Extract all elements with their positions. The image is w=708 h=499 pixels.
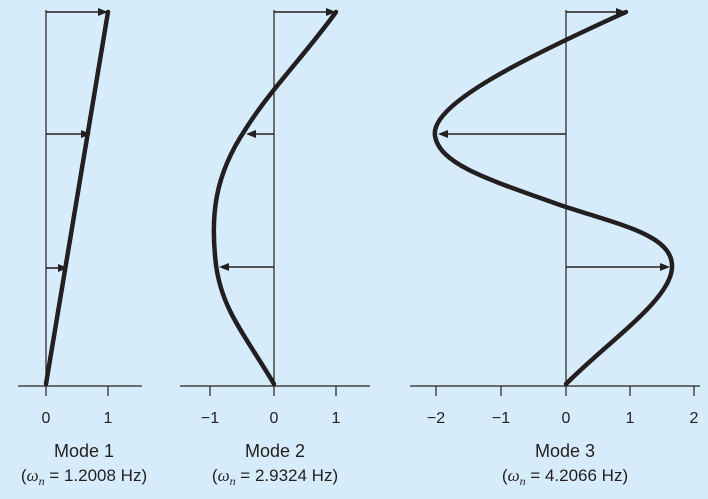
- mode-2-frequency: (ωn = 2.9324 Hz): [212, 466, 338, 488]
- mode-1-panel: 0 1 Mode 1 (ωn = 1.2008 Hz): [18, 8, 147, 488]
- mode-3-tick-label-neg1: −1: [492, 410, 510, 427]
- mode-1-title: Mode 1: [54, 441, 114, 461]
- mode-2-panel: −1 0 1 Mode 2 (ωn = 2.9324 Hz): [180, 8, 370, 488]
- mode-3-tick-label-1: 1: [626, 410, 635, 427]
- mode-2-shape-curve: [211, 9, 339, 387]
- mode-1-tick-label-0: 0: [42, 410, 51, 427]
- mode-3-arrowhead-mid-upper: [438, 130, 448, 138]
- mode-3-panel: −2 −1 0 1 2 Mode 3 (ωn = 4.2066 Hz): [410, 8, 700, 488]
- mode-1-arrowhead-mid-upper: [81, 130, 91, 138]
- mode-1-arrowhead-mid-lower: [58, 264, 68, 272]
- mode-3-arrowhead-top: [616, 8, 626, 16]
- mode-3-frequency: (ωn = 4.2066 Hz): [502, 466, 628, 488]
- mode-1-arrowhead-top: [98, 8, 108, 16]
- mode-3-shape-curve: [432, 9, 675, 387]
- mode-3-tick-label-2: 2: [690, 410, 699, 427]
- mode-1-frequency: (ωn = 1.2008 Hz): [21, 466, 147, 488]
- mode-3-tick-label-neg2: −2: [427, 410, 445, 427]
- mode-2-tick-label-neg1: −1: [201, 410, 219, 427]
- mode-2-tick-label-1: 1: [332, 410, 341, 427]
- mode-2-arrowhead-top: [326, 8, 336, 16]
- mode-2-title: Mode 2: [245, 441, 305, 461]
- mode-2-arrowhead-mid-lower: [219, 263, 229, 271]
- mode-2-tick-label-0: 0: [270, 410, 279, 427]
- mode-3-title: Mode 3: [535, 441, 595, 461]
- mode-3-tick-label-0: 0: [562, 410, 571, 427]
- mode-3-arrowhead-mid-lower: [660, 263, 670, 271]
- mode-1-shape-curve: [43, 9, 111, 387]
- mode-2-arrowhead-mid-upper: [246, 130, 256, 138]
- mode-1-tick-label-1: 1: [104, 410, 113, 427]
